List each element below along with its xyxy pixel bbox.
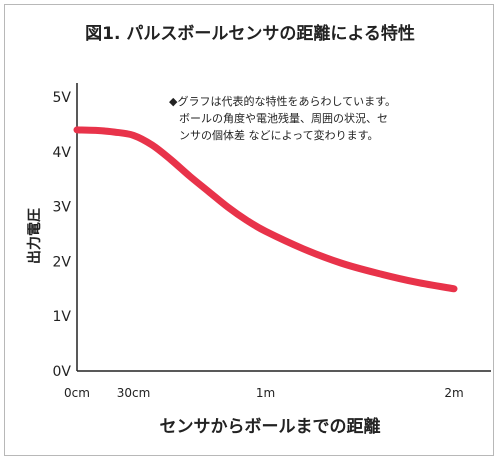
annotation-line-3: ンサの個体差 などによって変わります。 bbox=[179, 128, 379, 142]
y-tick-label-0: 0V bbox=[53, 364, 72, 380]
x-tick-label-3: 2m bbox=[444, 386, 463, 400]
y-tick-label-2: 2V bbox=[53, 254, 72, 270]
y-tick-label-5: 5V bbox=[53, 90, 72, 106]
chart-svg: 図1. パルスボールセンサの距離による特性 ◆グラフは代表的な特性をあらわしてい… bbox=[26, 23, 491, 437]
y-tick-label-3: 3V bbox=[53, 200, 72, 216]
annotation-line-1: ◆グラフは代表的な特性をあらわしています。 bbox=[169, 94, 396, 108]
x-tick-group: 0cm 30cm 1m 2m bbox=[64, 386, 464, 400]
x-tick-label-1: 30cm bbox=[117, 386, 151, 400]
x-tick-label-2: 1m bbox=[256, 386, 275, 400]
chart-frame: 図1. パルスボールセンサの距離による特性 ◆グラフは代表的な特性をあらわしてい… bbox=[4, 4, 494, 456]
x-axis-label: センサからボールまでの距離 bbox=[160, 416, 381, 437]
y-axis-label: 出力電圧 bbox=[26, 208, 43, 264]
annotation-line-2: ボールの角度や電池残量、周囲の状況、セ bbox=[179, 111, 388, 125]
series-line-0 bbox=[73, 126, 458, 293]
y-tick-label-1: 1V bbox=[53, 309, 72, 325]
chart-title: 図1. パルスボールセンサの距離による特性 bbox=[85, 23, 415, 44]
y-tick-group: 0V 1V 2V 3V 4V 5V bbox=[53, 90, 72, 380]
series-group bbox=[73, 126, 458, 293]
x-tick-label-0: 0cm bbox=[64, 386, 90, 400]
y-tick-label-4: 4V bbox=[53, 145, 72, 161]
